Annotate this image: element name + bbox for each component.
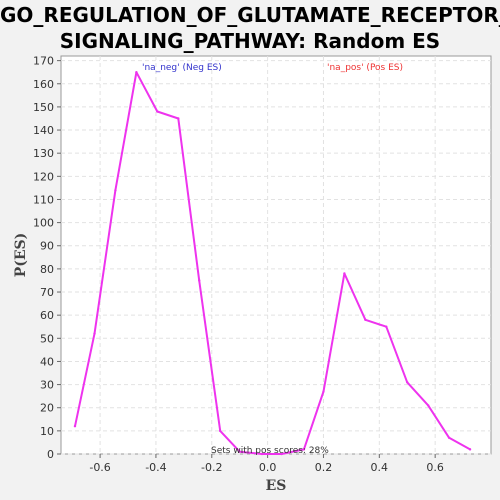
x-tick-label: 0.4 (371, 461, 389, 474)
y-tick-label: 80 (40, 263, 54, 276)
x-tick-label: 0.2 (315, 461, 333, 474)
y-axis-ticks: 0 10 20 30 40 50 60 70 80 90 100 110 120 130 140 150 160… (33, 55, 61, 461)
y-tick-label: 110 (33, 193, 54, 206)
data-point (364, 319, 366, 321)
y-tick-label: 130 (33, 147, 54, 160)
data-point (114, 189, 116, 191)
data-point (219, 430, 221, 432)
y-tick-label: 50 (40, 332, 54, 345)
y-axis-label: P(ES) (13, 233, 29, 278)
data-point (469, 448, 471, 450)
y-tick-label: 0 (47, 448, 54, 461)
y-tick-label: 90 (40, 240, 54, 253)
data-point (156, 110, 158, 112)
x-axis-ticks: -0.6 -0.4 -0.2 0.0 0.2 0.4 0.6 (89, 454, 444, 474)
data-point (406, 381, 408, 383)
data-point (177, 117, 179, 119)
data-point (448, 437, 450, 439)
plot-background (61, 56, 491, 454)
legend-neg: 'na_neg' (Neg ES) (142, 63, 222, 73)
x-axis-label: ES (266, 478, 287, 494)
data-point (74, 425, 76, 427)
y-tick-label: 20 (40, 402, 54, 415)
legend-pos: 'na_pos' (Pos ES) (327, 63, 403, 73)
y-tick-label: 170 (33, 55, 54, 68)
x-tick-label: 0.0 (259, 461, 277, 474)
data-point (135, 71, 137, 73)
x-tick-label: -0.2 (201, 461, 222, 474)
data-point (322, 390, 324, 392)
y-tick-label: 160 (33, 78, 54, 91)
y-tick-label: 40 (40, 355, 54, 368)
y-tick-label: 150 (33, 101, 54, 114)
y-tick-label: 120 (33, 170, 54, 183)
x-tick-label: -0.6 (89, 461, 110, 474)
y-tick-label: 70 (40, 286, 54, 299)
y-tick-label: 100 (33, 217, 54, 230)
data-point (343, 272, 345, 274)
data-point (198, 279, 200, 281)
x-tick-label: -0.4 (145, 461, 166, 474)
y-tick-label: 10 (40, 425, 54, 438)
y-tick-label: 140 (33, 124, 54, 137)
x-tick-label: 0.6 (426, 461, 444, 474)
data-point (385, 326, 387, 328)
data-point (427, 404, 429, 406)
data-point (93, 332, 95, 334)
y-tick-label: 60 (40, 309, 54, 322)
pos-scores-annotation: Sets with pos scores: 28% (211, 446, 329, 456)
y-tick-label: 30 (40, 379, 54, 392)
